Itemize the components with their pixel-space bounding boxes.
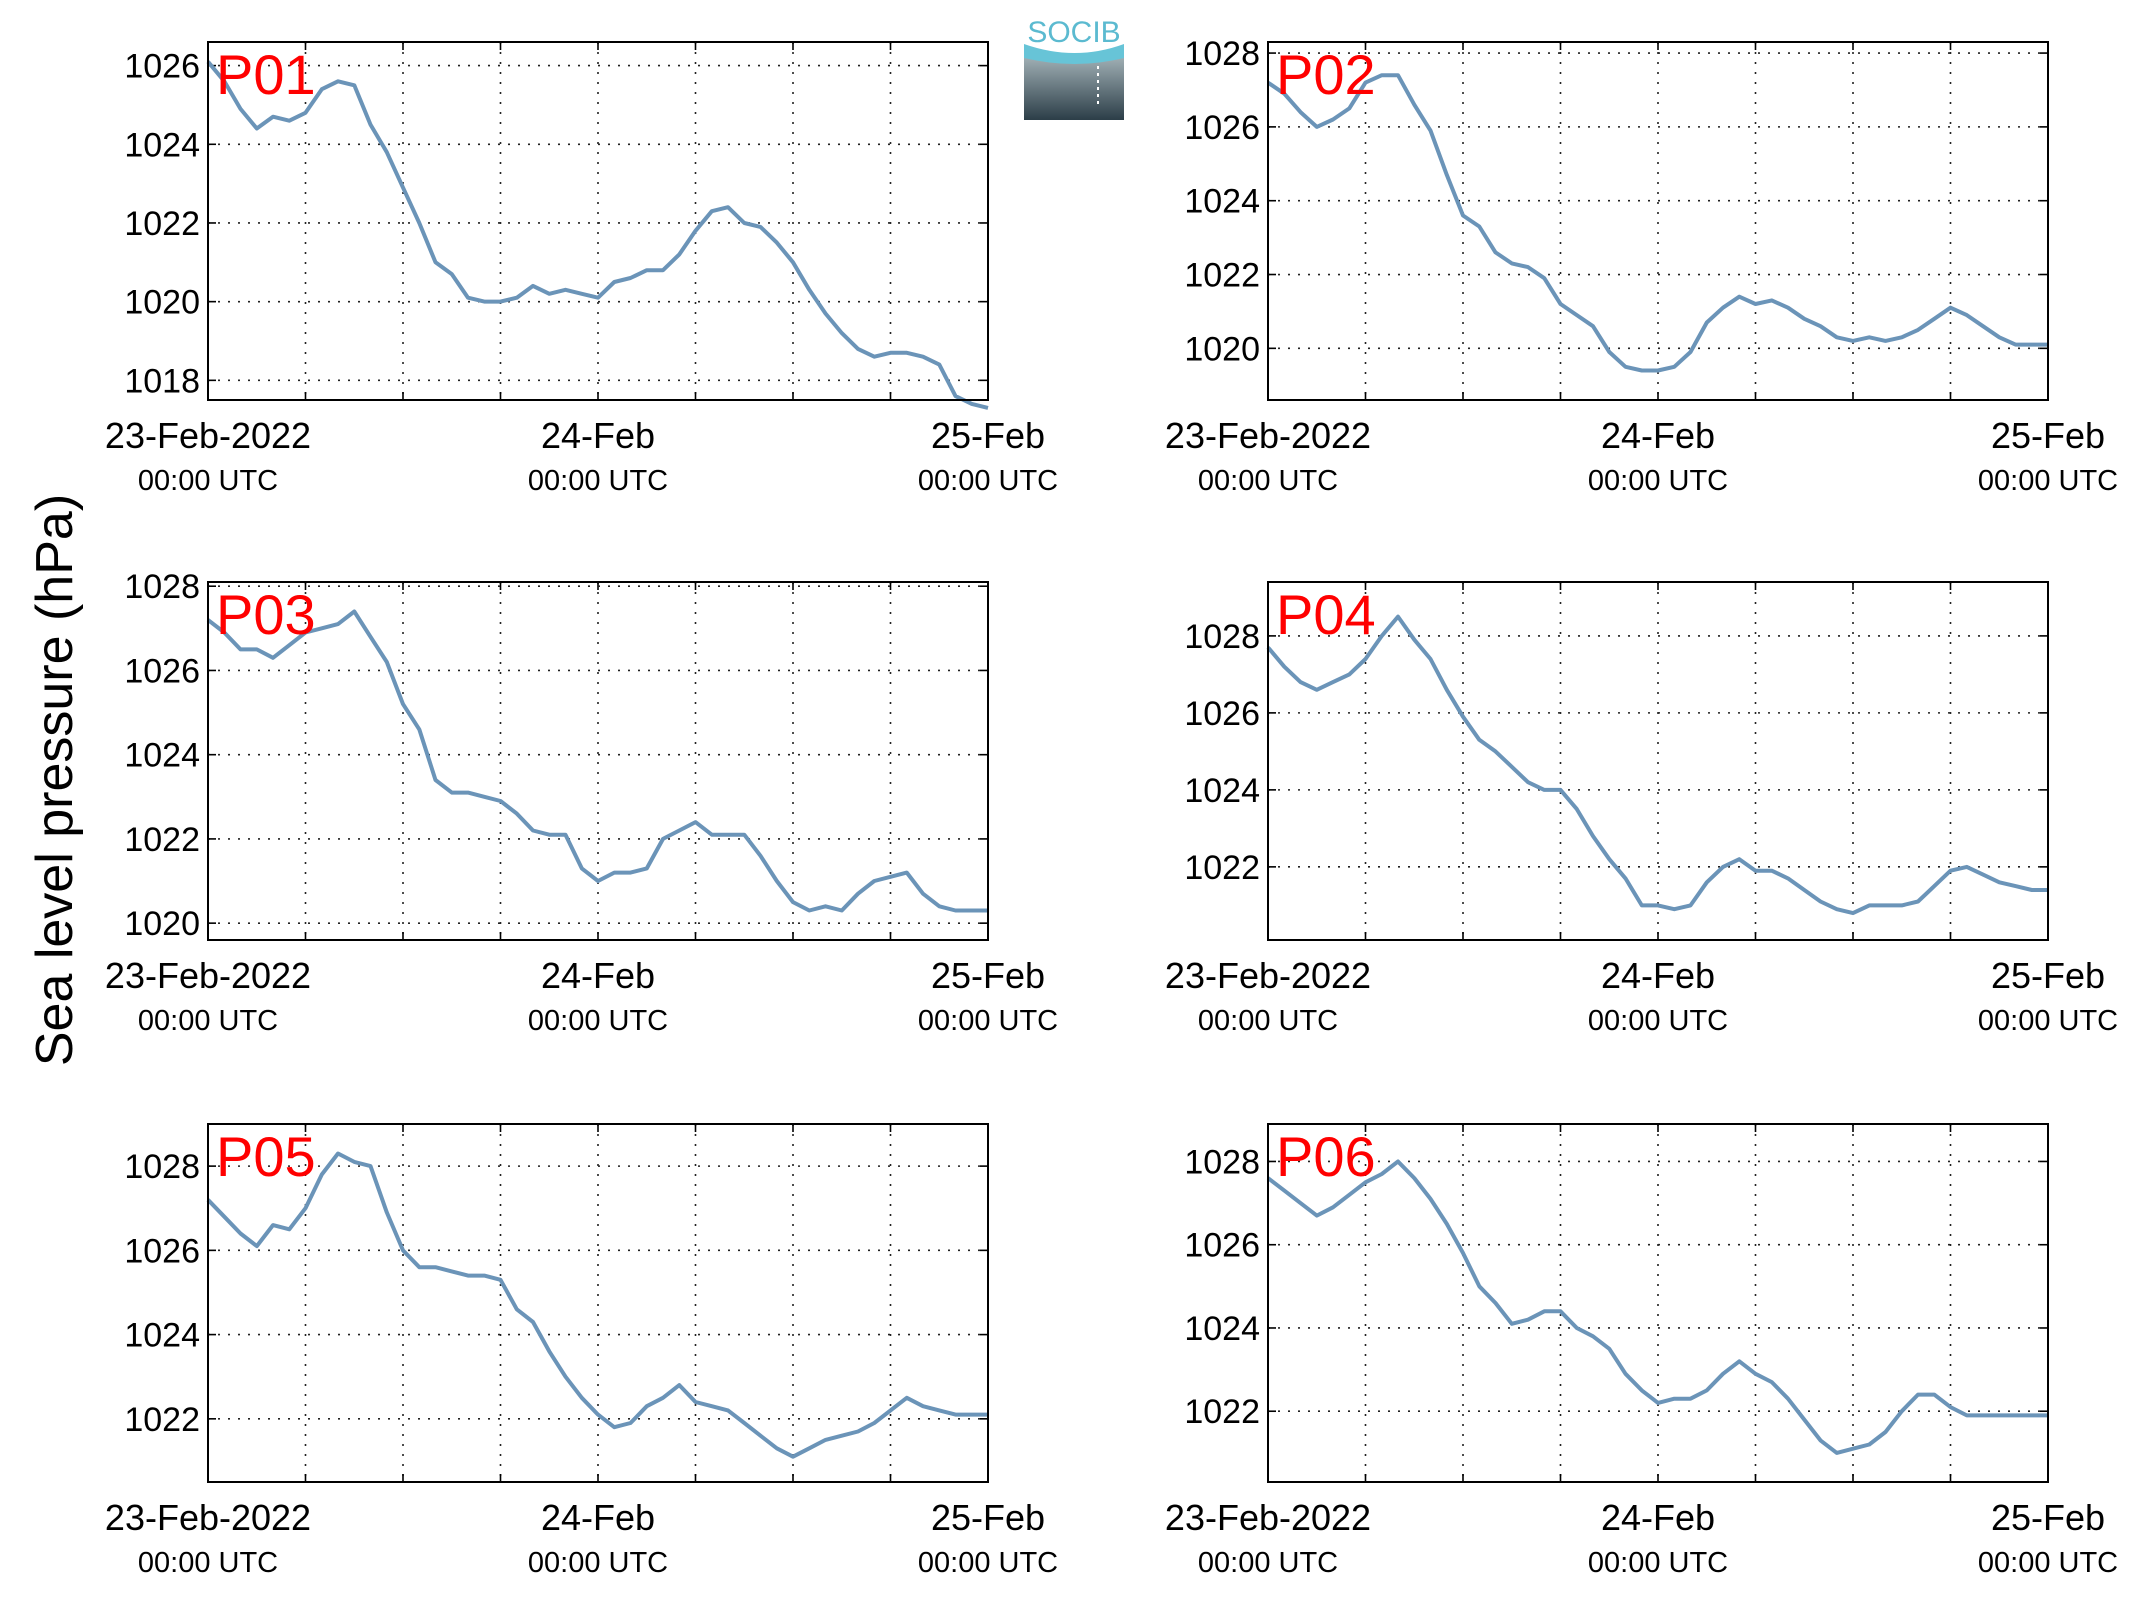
- y-tick-label: 1028: [124, 1148, 200, 1186]
- x-tick-label-date: 24-Feb: [1601, 1497, 1715, 1538]
- pressure-series-line: [1266, 73, 2048, 373]
- x-tick-label-time: 00:00 UTC: [918, 465, 1058, 497]
- x-tick-label-date: 23-Feb-2022: [105, 415, 311, 456]
- x-tick-label-time: 00:00 UTC: [528, 1547, 668, 1579]
- y-tick-label: 1024: [1184, 772, 1260, 810]
- x-tick-label-time: 00:00 UTC: [918, 1547, 1058, 1579]
- y-tick-label: 1020: [124, 284, 200, 322]
- chart-panel-p02: 1020 1022 1024 1026 1028 P02 23-Feb-2022 00:00 …: [1165, 35, 2118, 497]
- x-tick-label-date: 24-Feb: [1601, 955, 1715, 996]
- chart-panel-p03: 1020 1022 1024 1026 1028 P03 23-Feb-2022 00:00 …: [105, 568, 1058, 1037]
- x-tick-label-date: 25-Feb: [931, 415, 1045, 456]
- x-tick-label-time: 00:00 UTC: [1198, 465, 1338, 497]
- pressure-series-line: [206, 60, 989, 410]
- axes-box: [1267, 1123, 2049, 1483]
- chart-panel-p05: 1022 1024 1026 1028 P05 23-Feb-2022 00:00 UTC 2…: [105, 1123, 1058, 1579]
- x-tick-label-date: 23-Feb-2022: [105, 955, 311, 996]
- x-tick-label-date: 23-Feb-2022: [1165, 1497, 1371, 1538]
- x-tick-label-date: 23-Feb-2022: [105, 1497, 311, 1538]
- y-axis-label: Sea level pressure (hPa): [26, 494, 84, 1066]
- x-tick-label-time: 00:00 UTC: [1978, 465, 2118, 497]
- station-label: P04: [1276, 583, 1376, 646]
- axes-box: [1267, 41, 2049, 401]
- station-label: P05: [216, 1125, 316, 1188]
- y-tick-label: 1022: [124, 205, 200, 243]
- y-tick-label: 1026: [124, 652, 200, 690]
- y-tick-label: 1022: [124, 821, 200, 859]
- station-label: P06: [1276, 1125, 1376, 1188]
- pressure-series-line: [206, 1151, 988, 1459]
- y-tick-label: 1022: [1184, 257, 1260, 295]
- x-tick-label-time: 00:00 UTC: [1978, 1005, 2118, 1037]
- station-label: P03: [216, 583, 316, 646]
- x-tick-label-time: 00:00 UTC: [138, 465, 278, 497]
- pressure-series-line: [1266, 1159, 2048, 1455]
- x-tick-label-time: 00:00 UTC: [1588, 1005, 1728, 1037]
- x-tick-label-time: 00:00 UTC: [528, 465, 668, 497]
- x-tick-label-date: 24-Feb: [541, 415, 655, 456]
- axes-box: [207, 41, 989, 401]
- pressure-series-line: [1266, 614, 2048, 916]
- y-tick-label: 1028: [1184, 618, 1260, 656]
- x-tick-label-time: 00:00 UTC: [1198, 1547, 1338, 1579]
- chart-panel-p01: 1018 1020 1022 1024 1026 P01 23-Feb-2022 00:00 …: [105, 41, 1058, 497]
- y-tick-label: 1022: [1184, 1393, 1260, 1431]
- x-tick-label-date: 24-Feb: [541, 1497, 655, 1538]
- x-tick-label-date: 23-Feb-2022: [1165, 955, 1371, 996]
- y-tick-label: 1020: [124, 905, 200, 943]
- pressure-series-line: [206, 609, 988, 913]
- socib-logo: SOCIB: [1024, 16, 1124, 120]
- chart-panel-p04: 1022 1024 1026 1028 P04 23-Feb-2022 00:00 UTC 2…: [1165, 581, 2118, 1037]
- y-tick-label: 1026: [1184, 109, 1260, 147]
- panels: 1018 1020 1022 1024 1026 P01 23-Feb-2022 00:00 …: [105, 35, 2118, 1579]
- y-tick-label: 1024: [124, 126, 200, 164]
- x-tick-label-time: 00:00 UTC: [1978, 1547, 2118, 1579]
- x-tick-label-date: 25-Feb: [931, 1497, 1045, 1538]
- y-tick-label: 1028: [1184, 1143, 1260, 1181]
- y-tick-label: 1024: [124, 1317, 200, 1355]
- x-tick-label-date: 25-Feb: [1991, 955, 2105, 996]
- y-tick-label: 1024: [124, 737, 200, 775]
- chart-panel-p06: 1022 1024 1026 1028 P06 23-Feb-2022 00:00 UTC 2…: [1165, 1123, 2118, 1579]
- x-tick-label-time: 00:00 UTC: [138, 1005, 278, 1037]
- y-tick-label: 1028: [124, 568, 200, 606]
- station-label: P01: [216, 43, 316, 106]
- y-tick-label: 1022: [124, 1401, 200, 1439]
- axes-box: [1267, 581, 2049, 941]
- x-tick-label-date: 25-Feb: [1991, 415, 2105, 456]
- x-tick-label-time: 00:00 UTC: [1588, 465, 1728, 497]
- axes-box: [207, 581, 989, 941]
- y-tick-label: 1020: [1184, 330, 1260, 368]
- x-tick-label-time: 00:00 UTC: [918, 1005, 1058, 1037]
- socib-logo-text: SOCIB: [1027, 16, 1120, 49]
- x-tick-label-time: 00:00 UTC: [1588, 1547, 1728, 1579]
- x-tick-label-date: 24-Feb: [541, 955, 655, 996]
- y-tick-label: 1022: [1184, 849, 1260, 887]
- axes-box: [207, 1123, 989, 1483]
- x-tick-label-date: 25-Feb: [931, 955, 1045, 996]
- y-tick-label: 1024: [1184, 183, 1260, 221]
- y-tick-label: 1024: [1184, 1310, 1260, 1348]
- x-tick-label-date: 23-Feb-2022: [1165, 415, 1371, 456]
- x-tick-label-date: 25-Feb: [1991, 1497, 2105, 1538]
- y-tick-label: 1026: [124, 1232, 200, 1270]
- y-tick-label: 1026: [1184, 1227, 1260, 1265]
- x-tick-label-time: 00:00 UTC: [528, 1005, 668, 1037]
- y-tick-label: 1026: [124, 48, 200, 86]
- y-tick-label: 1028: [1184, 35, 1260, 73]
- x-tick-label-time: 00:00 UTC: [1198, 1005, 1338, 1037]
- y-tick-label: 1018: [124, 362, 200, 400]
- y-tick-label: 1026: [1184, 695, 1260, 733]
- x-tick-label-time: 00:00 UTC: [138, 1547, 278, 1579]
- station-label: P02: [1276, 43, 1376, 106]
- x-tick-label-date: 24-Feb: [1601, 415, 1715, 456]
